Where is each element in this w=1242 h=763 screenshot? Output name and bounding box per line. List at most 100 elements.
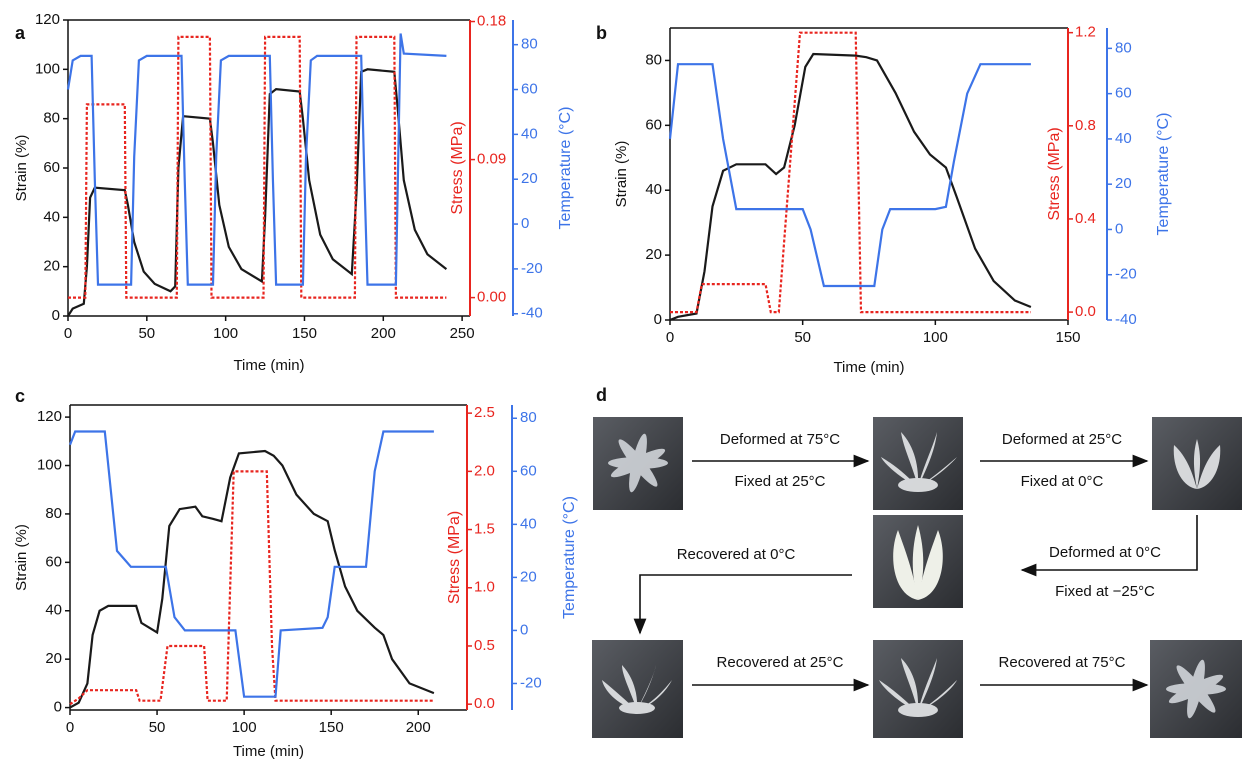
y3-tick-label: 0 <box>1115 220 1123 237</box>
y2-tick-label: 0.0 <box>474 695 495 712</box>
data-line <box>69 449 435 709</box>
y3-tick-label: 40 <box>1115 130 1132 147</box>
x-tick-label: 250 <box>450 325 475 342</box>
y2-tick-label: 1.0 <box>474 579 495 596</box>
y-tick-label: 100 <box>37 456 62 473</box>
step-label: Fixed at 0°C <box>1021 473 1104 490</box>
data-line <box>67 68 448 317</box>
x-axis-title: Time (min) <box>233 357 304 374</box>
arrow <box>1020 515 1198 577</box>
step-label: Recovered at 75°C <box>999 654 1126 671</box>
y-tick-label: 20 <box>43 258 60 275</box>
x-tick-label: 200 <box>406 719 431 736</box>
y3-tick-label: -40 <box>1115 311 1137 328</box>
y-tick-label: 80 <box>45 505 62 522</box>
panel-label: a <box>15 23 26 43</box>
y2-tick-label: 1.5 <box>474 521 495 538</box>
y-tick-label: 60 <box>43 159 60 176</box>
y2-tick-label: 2.5 <box>474 404 495 421</box>
y3-tick-label: 0 <box>521 215 529 232</box>
y-tick-label: 80 <box>645 51 662 68</box>
x-tick-label: 150 <box>1055 329 1080 346</box>
panel-label: b <box>596 23 607 43</box>
y-tick-label: 40 <box>45 602 62 619</box>
y-axis-title: Strain (%) <box>613 141 630 208</box>
x-tick-label: 0 <box>666 329 674 346</box>
y3-tick-label: 60 <box>520 462 537 479</box>
y3-tick-label: 20 <box>1115 175 1132 192</box>
step-label: Fixed at 25°C <box>734 473 825 490</box>
y2-tick-label: 2.0 <box>474 462 495 479</box>
photo <box>1150 640 1242 738</box>
x-tick-label: 100 <box>232 719 257 736</box>
y3-tick-label: 20 <box>520 568 537 585</box>
y-tick-label: 0 <box>52 307 60 324</box>
y-tick-label: 60 <box>45 553 62 570</box>
step-label: Fixed at −25°C <box>1055 583 1155 600</box>
photos <box>592 417 1242 738</box>
y3-tick-label: 60 <box>1115 85 1132 102</box>
step-label: Deformed at 25°C <box>1002 431 1122 448</box>
x-tick-label: 150 <box>319 719 344 736</box>
photo <box>873 640 963 738</box>
y-tick-label: 120 <box>35 11 60 28</box>
y3-tick-label: 40 <box>520 515 537 532</box>
y2-tick-label: 0.5 <box>474 637 495 654</box>
y3-tick-label: 0 <box>520 621 528 638</box>
y-axis-title: Strain (%) <box>13 135 30 202</box>
x-tick-label: 50 <box>794 329 811 346</box>
step-label: Recovered at 25°C <box>717 654 844 671</box>
y-tick-label: 20 <box>645 246 662 263</box>
data-line <box>669 52 1032 322</box>
y-tick-label: 80 <box>43 110 60 127</box>
y2-tick-label: 0.8 <box>1075 117 1096 134</box>
panel-label: c <box>15 386 25 406</box>
x-tick-label: 50 <box>138 325 155 342</box>
y-tick-label: 0 <box>54 699 62 716</box>
y-tick-label: 0 <box>654 311 662 328</box>
y3-axis-title: Temperature (°C) <box>1155 113 1172 236</box>
x-tick-label: 0 <box>64 325 72 342</box>
y3-tick-label: 80 <box>1115 39 1132 56</box>
y3-tick-label: -40 <box>521 305 543 322</box>
y3-axis-title: Temperature (°C) <box>557 107 574 230</box>
x-tick-label: 0 <box>66 719 74 736</box>
y2-tick-label: 0.00 <box>477 289 506 306</box>
x-tick-label: 200 <box>371 325 396 342</box>
step-label: Deformed at 75°C <box>720 431 840 448</box>
y3-tick-label: -20 <box>1115 266 1137 283</box>
y-tick-label: 100 <box>35 60 60 77</box>
data-line <box>69 470 434 706</box>
y2-tick-label: 0.0 <box>1075 303 1096 320</box>
y2-axis-title: Stress (MPa) <box>446 511 463 604</box>
data-line <box>68 430 434 698</box>
y-tick-label: 60 <box>645 116 662 133</box>
y3-axis-title: Temperature (°C) <box>561 496 578 619</box>
y-tick-label: 40 <box>43 208 60 225</box>
y3-tick-label: 80 <box>520 409 537 426</box>
step-label: Deformed at 0°C <box>1049 544 1161 561</box>
y3-tick-label: 20 <box>521 170 538 187</box>
x-axis-title: Time (min) <box>233 743 304 760</box>
x-tick-label: 100 <box>213 325 238 342</box>
y3-tick-label: 40 <box>521 125 538 142</box>
y3-tick-label: 80 <box>521 36 538 53</box>
data-line <box>668 63 1031 288</box>
x-tick-label: 100 <box>923 329 948 346</box>
y2-axis-title: Stress (MPa) <box>449 121 466 214</box>
y-tick-label: 40 <box>645 181 662 198</box>
x-tick-label: 50 <box>149 719 166 736</box>
y2-tick-label: 0.09 <box>477 151 506 168</box>
y-tick-label: 120 <box>37 408 62 425</box>
arrows <box>633 454 1198 692</box>
y3-tick-label: -20 <box>521 260 543 277</box>
y2-tick-label: 0.18 <box>477 13 506 30</box>
x-axis-title: Time (min) <box>833 359 904 376</box>
panel-label: d <box>596 385 607 405</box>
y2-axis-title: Stress (MPa) <box>1046 127 1063 220</box>
y2-tick-label: 1.2 <box>1075 24 1096 41</box>
photo <box>592 640 683 738</box>
photo <box>593 417 683 510</box>
